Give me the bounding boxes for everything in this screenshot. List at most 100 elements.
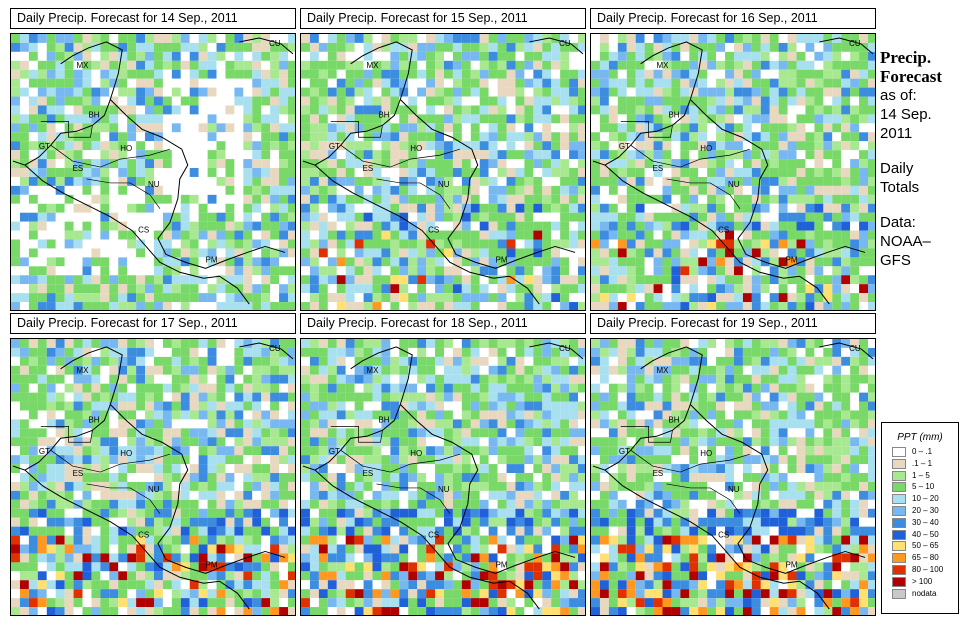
country-label: HO [410, 144, 422, 153]
coastline [24, 164, 250, 305]
country-label: GT [39, 142, 50, 151]
country-border [376, 483, 451, 514]
precip-grid [301, 34, 585, 310]
country-border [376, 178, 451, 209]
coastline [604, 469, 830, 610]
legend-item: > 100 [882, 576, 958, 588]
legend-swatch [892, 458, 906, 469]
coastline [592, 346, 703, 471]
country-label: CU [849, 344, 861, 353]
country-label: CS [718, 531, 729, 540]
country-border [620, 121, 673, 138]
country-border [330, 121, 383, 138]
country-label: MX [367, 366, 380, 375]
country-label: NU [438, 485, 450, 494]
country-border [86, 483, 161, 514]
coastline [109, 404, 286, 574]
coastline [529, 342, 584, 360]
forecast-panel-1: Daily Precip. Forecast for 14 Sep., 2011… [10, 8, 296, 311]
country-label: NU [728, 180, 740, 189]
coastline [12, 346, 123, 471]
country-border [330, 426, 383, 443]
legend-label: 5 – 10 [912, 482, 935, 492]
side-caption: Precip. Forecast as of: 14 Sep. 2011 Dai… [880, 48, 965, 270]
country-label: BH [88, 415, 99, 424]
precip-grid [301, 339, 585, 615]
country-label: PM [786, 560, 798, 569]
legend-swatch [892, 447, 906, 457]
legend-swatch [892, 517, 906, 528]
legend-title: PPT (mm) [897, 432, 943, 443]
legend-item: 1 – 5 [882, 470, 958, 482]
country-border [630, 144, 750, 168]
country-label: PM [206, 255, 218, 264]
caption-data-2: NOAA– [880, 233, 931, 250]
legend-label: 50 – 65 [912, 541, 939, 551]
legend-item: 10 – 20 [882, 493, 958, 505]
country-label: ES [73, 164, 84, 173]
forecast-panel-4: Daily Precip. Forecast for 17 Sep., 2011… [10, 313, 296, 616]
country-label: NU [438, 180, 450, 189]
country-label: CS [138, 226, 149, 235]
country-label: ES [653, 164, 664, 173]
country-label: GT [329, 142, 340, 151]
legend-item: 50 – 65 [882, 540, 958, 552]
legend-label: > 100 [912, 576, 933, 586]
country-border [50, 449, 170, 473]
coastline [689, 99, 866, 269]
legend-swatch [892, 494, 906, 505]
legend-swatch [892, 505, 906, 516]
country-label: CU [849, 39, 861, 48]
country-label: CS [428, 226, 439, 235]
country-label: NU [148, 180, 160, 189]
country-label: PM [496, 560, 508, 569]
panel-title: Daily Precip. Forecast for 14 Sep., 2011 [10, 8, 296, 29]
country-label: BH [378, 415, 389, 424]
legend-label: .1 – 1 [912, 458, 933, 468]
country-label: ES [73, 469, 84, 478]
legend-swatch [892, 588, 906, 599]
coastline [529, 37, 584, 55]
country-label: HO [410, 449, 422, 458]
caption-date-2: 2011 [880, 125, 913, 142]
legend-swatch [892, 576, 906, 587]
panel-title: Daily Precip. Forecast for 16 Sep., 2011 [590, 8, 876, 29]
country-label: PM [496, 255, 508, 264]
legend-label: nodata [912, 588, 937, 598]
country-border [666, 178, 741, 209]
legend-item: 20 – 30 [882, 505, 958, 517]
caption-data-3: GFS [880, 252, 911, 269]
legend-swatch [892, 541, 906, 552]
legend-item: 40 – 50 [882, 529, 958, 541]
precip-grid [11, 339, 295, 615]
country-label: BH [88, 110, 99, 119]
caption-daily-1: Daily [880, 160, 914, 177]
coastline [592, 41, 703, 166]
panel-title: Daily Precip. Forecast for 17 Sep., 2011 [10, 313, 296, 334]
precip-map: MX BH GT HO ES NU CS PM CU [590, 33, 876, 311]
legend-item: 30 – 40 [882, 517, 958, 529]
country-label: GT [39, 447, 50, 456]
coastline [314, 469, 540, 610]
country-label: HO [700, 449, 712, 458]
legend-item: 65 – 80 [882, 552, 958, 564]
forecast-panel-6: Daily Precip. Forecast for 19 Sep., 2011… [590, 313, 876, 616]
precip-map: MX BH GT HO ES NU CS PM CU [10, 338, 296, 616]
legend: PPT (mm) 0 – .1 .1 – 1 1 – 5 5 – 10 10 – 20 2… [881, 422, 959, 614]
country-label: HO [120, 144, 132, 153]
legend-label: 10 – 20 [912, 494, 939, 504]
country-label: MX [367, 61, 380, 70]
coastline [109, 99, 286, 269]
coastline [689, 404, 866, 574]
panel-title: Daily Precip. Forecast for 15 Sep., 2011 [300, 8, 586, 29]
coastline [302, 41, 413, 166]
legend-item: 0 – .1 [882, 446, 958, 458]
precip-grid [591, 339, 875, 615]
country-label: CS [138, 531, 149, 540]
country-label: CU [559, 344, 571, 353]
country-label: NU [148, 485, 160, 494]
legend-label: 20 – 30 [912, 505, 939, 515]
country-border [620, 426, 673, 443]
precip-map: MX BH GT HO ES NU CS PM CU [10, 33, 296, 311]
forecast-panel-5: Daily Precip. Forecast for 18 Sep., 2011… [300, 313, 586, 616]
